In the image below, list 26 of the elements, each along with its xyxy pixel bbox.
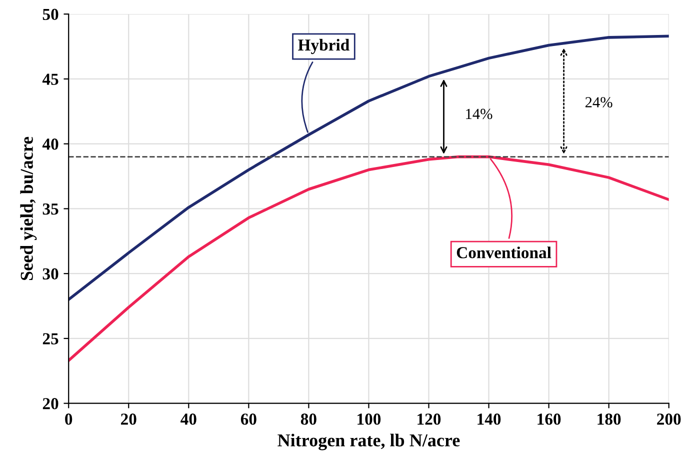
y-tick-label: 45 <box>42 74 58 85</box>
line-series <box>68 155 669 362</box>
x-axis-title: Nitrogen rate, lb N/acre <box>278 434 460 450</box>
y-tick-label: 40 <box>42 138 58 150</box>
y-axis-title: Seed yield, bu/acre <box>20 136 37 280</box>
x-tick-label: 100 <box>358 414 381 425</box>
annotation: 14% <box>466 108 492 120</box>
x-tick-label: 180 <box>598 414 621 425</box>
annotation: 24% <box>585 97 612 108</box>
y-tick-label: 50 <box>42 8 58 20</box>
x-tick-label: 80 <box>300 414 316 425</box>
x-tick-label: 140 <box>478 414 501 425</box>
x-tick-label: 200 <box>657 414 681 425</box>
x-tick-label: 160 <box>538 414 561 425</box>
y-tick-label: 25 <box>42 333 58 344</box>
text: Conventional <box>456 246 552 258</box>
y-tick-label: 20 <box>42 398 58 410</box>
x-tick-label: 120 <box>418 414 441 425</box>
x-tick-label: 0 <box>65 414 72 425</box>
y-tick-label: 30 <box>42 268 58 280</box>
x-tick-label: 20 <box>120 414 136 425</box>
x-tick-label: 60 <box>240 414 256 425</box>
x-tick-label: 40 <box>180 414 196 425</box>
line-series <box>68 34 669 301</box>
y-tick-label: 35 <box>42 203 58 215</box>
text: Hybrid <box>298 38 350 54</box>
